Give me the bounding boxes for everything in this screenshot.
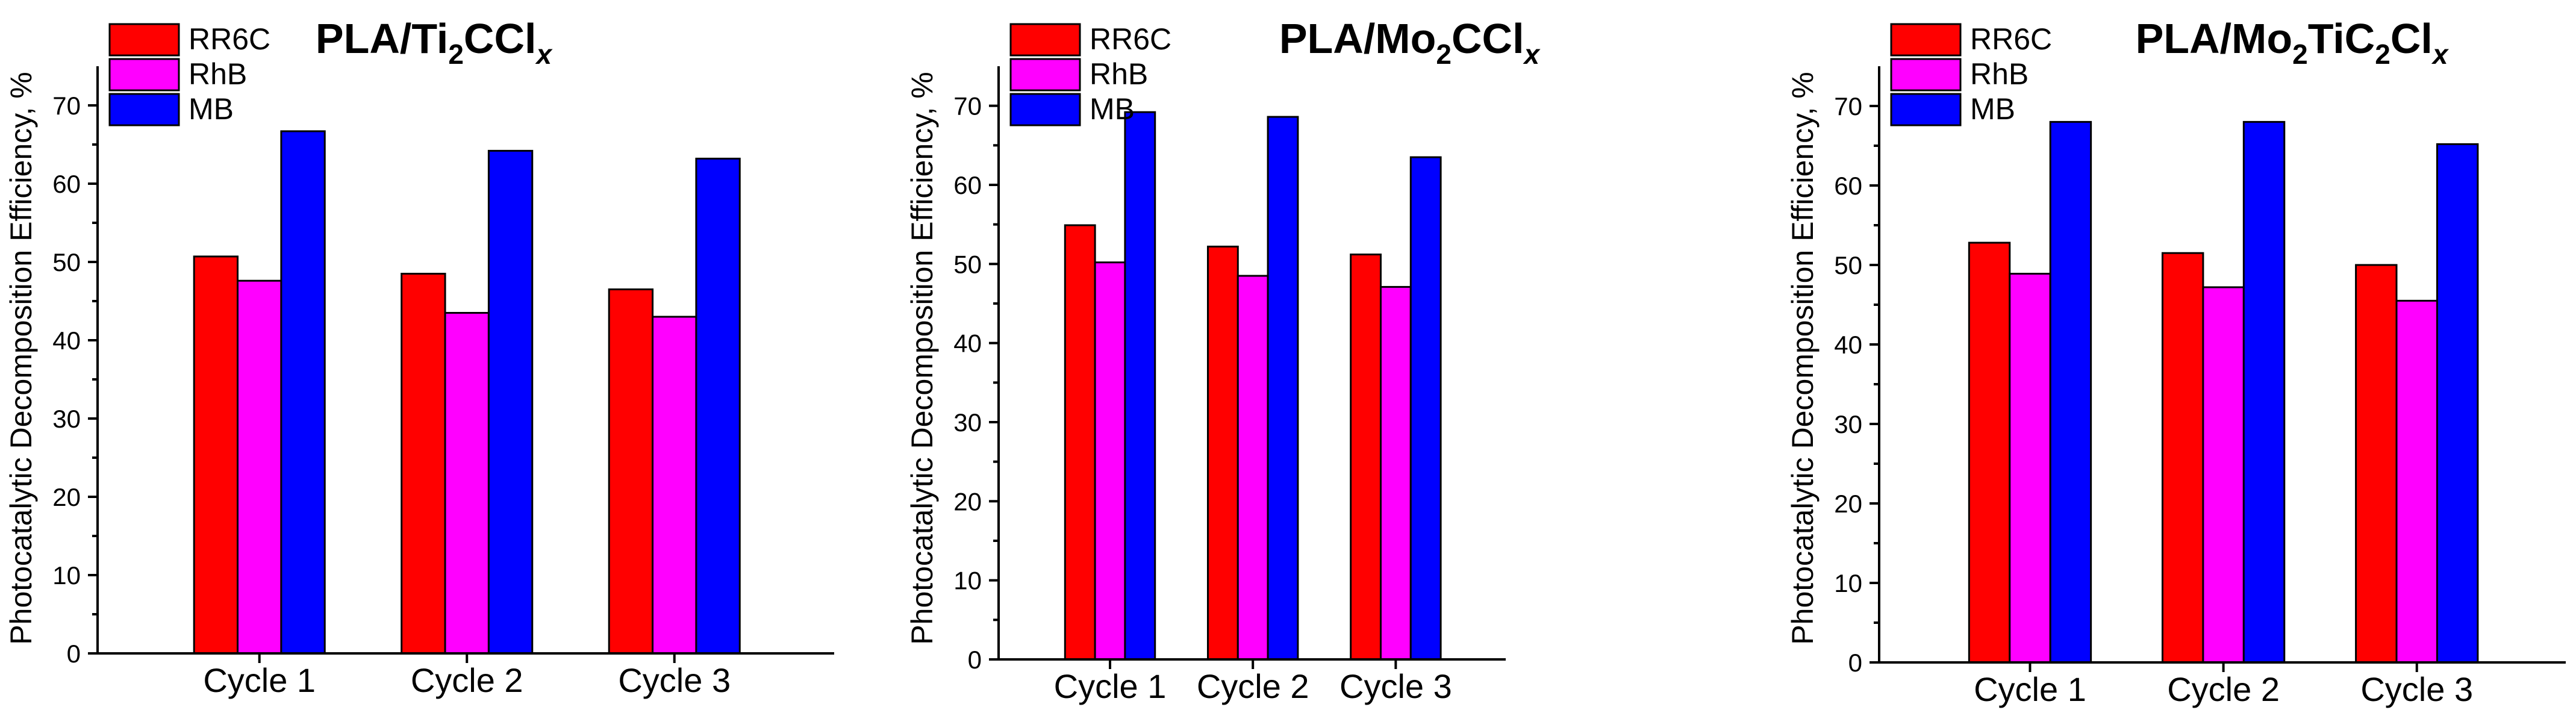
legend-label: MB	[189, 92, 234, 126]
y-tick-label: 60	[1834, 172, 1862, 200]
legend-swatch-mb	[1890, 93, 1962, 126]
x-tick-label: Cycle 3	[1339, 667, 1452, 705]
legend-swatch-rhb	[1890, 58, 1962, 92]
y-tick-label: 10	[1834, 569, 1862, 597]
y-tick-label: 60	[52, 170, 81, 198]
bar-rr6c-cycle-3	[608, 288, 654, 655]
chart-panel-mo2tic2cl: PLA/Mo2TiC2Clx Photocatalytic Decomposit…	[1786, 15, 2566, 708]
x-tick-label: Cycle 3	[2360, 670, 2473, 708]
chart-title: PLA/Mo2TiC2Clx	[2136, 15, 2450, 70]
x-tick-label: Cycle 1	[1054, 667, 1167, 705]
y-tick-label: 10	[953, 567, 982, 595]
legend-swatch-mb	[108, 93, 180, 126]
chart-title: PLA/Ti2CClx	[316, 15, 554, 70]
x-tick-label: Cycle 1	[203, 661, 316, 699]
legend-label: RR6C	[189, 22, 270, 56]
x-tick-label: Cycle 2	[411, 661, 523, 699]
y-tick-label: 60	[953, 171, 982, 199]
legend-swatch-rr6c	[1890, 23, 1962, 57]
bar-rhb-cycle-1	[2009, 273, 2051, 664]
bar-rr6c-cycle-2	[2161, 252, 2204, 664]
y-axis-label: Photocatalytic Decomposition Efficiency,…	[905, 72, 939, 644]
bar-rhb-cycle-1	[1094, 261, 1126, 661]
y-axis-label: Photocatalytic Decomposition Efficiency,…	[4, 72, 38, 644]
legend-swatch-rr6c	[1009, 23, 1081, 57]
legend-swatch-rr6c	[108, 23, 180, 57]
legend-label: RhB	[1090, 57, 1148, 91]
y-tick-label: 70	[52, 92, 81, 120]
x-tick-label: Cycle 1	[1974, 670, 2086, 708]
bar-rhb-cycle-3	[2395, 299, 2438, 664]
y-tick-label: 40	[953, 329, 982, 358]
bar-rr6c-cycle-1	[193, 255, 239, 655]
y-tick-label: 20	[1834, 490, 1862, 518]
y-tick-label: 30	[52, 405, 81, 433]
bar-rr6c-cycle-1	[1968, 241, 2011, 664]
legend-swatch-rhb	[108, 58, 180, 92]
bar-rr6c-cycle-2	[1206, 245, 1239, 661]
x-tick-label: Cycle 2	[2167, 670, 2280, 708]
legend-label: MB	[1970, 92, 2015, 126]
bar-mb-cycle-3	[1409, 156, 1442, 661]
y-tick-label: 0	[1848, 649, 1862, 677]
y-tick-label: 70	[953, 92, 982, 120]
bar-mb-cycle-1	[1124, 111, 1156, 661]
y-tick-label: 40	[52, 326, 81, 355]
x-tick-label: Cycle 2	[1197, 667, 1309, 705]
chart-panel-mo2ccl: PLA/Mo2CClx Photocatalytic Decomposition…	[905, 15, 1541, 705]
y-tick-label: 30	[1834, 410, 1862, 438]
bar-rhb-cycle-2	[2202, 286, 2245, 664]
y-tick-label: 20	[52, 483, 81, 511]
legend-swatch-rhb	[1009, 58, 1081, 92]
bar-mb-cycle-2	[487, 149, 534, 655]
y-tick-label: 20	[953, 487, 982, 515]
bar-rhb-cycle-3	[652, 316, 697, 655]
x-tick-label: Cycle 3	[618, 661, 731, 699]
bar-mb-cycle-2	[1267, 116, 1299, 661]
legend-label: RhB	[189, 57, 247, 91]
bar-mb-cycle-3	[695, 157, 741, 655]
bar-rhb-cycle-3	[1379, 285, 1412, 661]
legend-swatch-mb	[1009, 93, 1081, 126]
legend-label: RhB	[1970, 57, 2029, 91]
y-tick-label: 40	[1834, 331, 1862, 359]
bar-mb-cycle-2	[2242, 120, 2286, 664]
y-tick-label: 50	[52, 248, 81, 276]
y-tick-label: 0	[968, 646, 982, 674]
y-axis-label: Photocatalytic Decomposition Efficiency,…	[1786, 72, 1820, 644]
bar-rr6c-cycle-1	[1064, 224, 1096, 661]
bar-rhb-cycle-1	[237, 279, 282, 655]
legend-label: RR6C	[1970, 22, 2052, 56]
y-tick-label: 70	[1834, 92, 1862, 120]
bar-rr6c-cycle-2	[401, 273, 446, 655]
y-tick-label: 10	[52, 561, 81, 590]
y-tick-label: 50	[1834, 251, 1862, 279]
bar-mb-cycle-1	[280, 130, 326, 655]
y-tick-label: 0	[67, 640, 81, 668]
y-tick-label: 30	[953, 408, 982, 437]
bar-rr6c-cycle-3	[2355, 264, 2398, 664]
y-tick-label: 50	[953, 250, 982, 278]
chart-panel-ti2ccl: PLA/Ti2CClx Photocatalytic Decomposition…	[4, 15, 834, 699]
bar-rhb-cycle-2	[444, 312, 490, 655]
bar-mb-cycle-3	[2436, 143, 2479, 664]
bar-mb-cycle-1	[2049, 120, 2092, 664]
legend-label: MB	[1090, 92, 1135, 126]
bar-rhb-cycle-2	[1237, 275, 1269, 661]
bar-rr6c-cycle-3	[1350, 254, 1382, 661]
legend-label: RR6C	[1090, 22, 1171, 56]
chart-title: PLA/Mo2CClx	[1279, 15, 1541, 70]
